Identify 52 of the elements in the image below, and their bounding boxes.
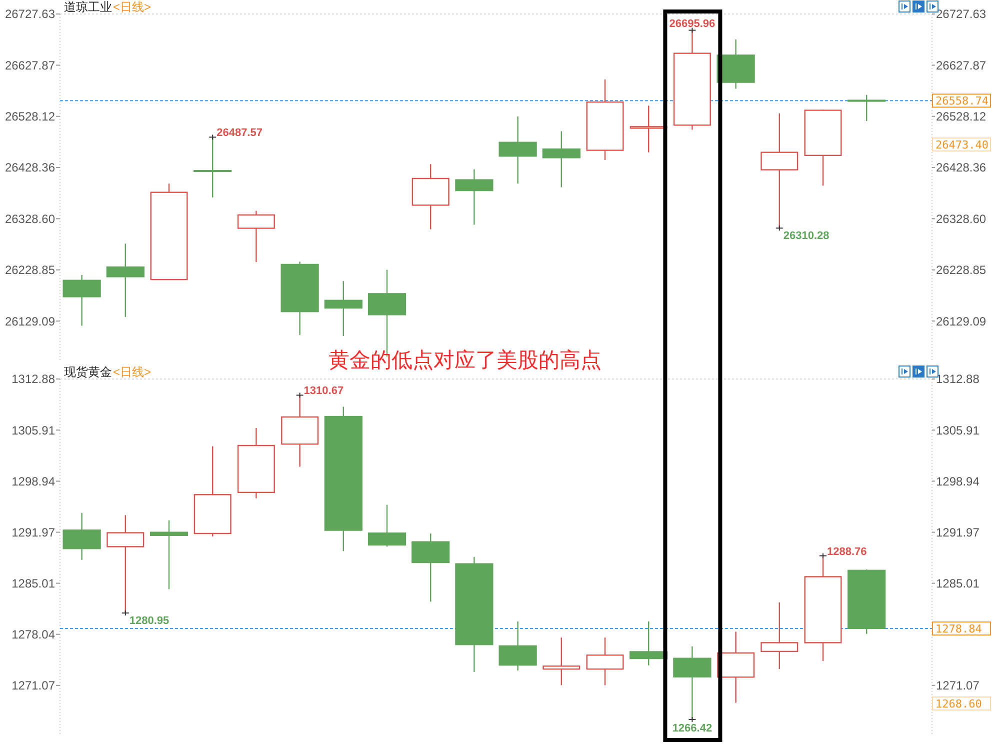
annotation: 26487.57 [216, 127, 262, 140]
ref-line-label: 26558.74 [932, 94, 991, 108]
extreme-label-low: 26310.28 [775, 225, 830, 242]
chart-subtitle: <日线> [113, 365, 152, 379]
ref-line-label: 1278.84 [932, 621, 991, 636]
extreme-label-high: 26695.96 [669, 18, 716, 34]
price-tag: 26473.40 [932, 137, 991, 152]
y2-tick-label: 1291.97 [936, 525, 980, 540]
y2-tick-label: 26328.60 [936, 212, 986, 226]
annotation: 26695.96 [669, 18, 716, 30]
y-tick-label: 1285.01 [12, 576, 56, 590]
y-tick-label: 1278.04 [12, 628, 56, 642]
y2-tick-label: 26129.09 [936, 314, 986, 328]
y-tick-label: 1305.91 [12, 423, 56, 438]
y2-tick-label: 1312.88 [936, 372, 980, 386]
y-tick-label: 26228.85 [4, 263, 56, 278]
y-tick-label: 26528.12 [4, 110, 56, 124]
y-tick-label: 1312.88 [12, 372, 56, 386]
annotation: 26310.28 [783, 230, 830, 242]
ref-line-label: 26558.74 [936, 94, 989, 108]
y2-tick-label: 1285.01 [936, 576, 980, 590]
annotation: 1280.95 [129, 614, 170, 627]
chart-title: 现货黄金 [64, 365, 112, 379]
chart-subtitle: <日线> [113, 0, 152, 14]
y2-tick-label: 26727.63 [936, 7, 986, 22]
y2-tick-label: 26627.87 [936, 58, 986, 72]
chart-title: 道琼工业 [64, 0, 112, 14]
extreme-label-low: 1280.95 [121, 610, 170, 627]
y-tick-label: 26727.63 [4, 7, 56, 22]
y-tick-label: 26328.60 [4, 212, 56, 226]
y-tick-label: 26129.09 [4, 314, 56, 328]
extreme-label-high: 26487.57 [208, 127, 262, 140]
annotation: 1288.76 [827, 546, 867, 558]
annotation: 1266.42 [672, 722, 712, 734]
y-tick-label: 26627.87 [4, 58, 56, 72]
y2-tick-label: 1305.91 [936, 423, 980, 438]
y-tick-label: 1298.94 [12, 474, 56, 488]
price-tag: 1268.60 [932, 696, 991, 710]
y2-tick-label: 26228.85 [936, 263, 986, 278]
y-tick-label: 1271.07 [12, 678, 56, 693]
extreme-label-high: 1310.67 [296, 385, 344, 398]
extreme-label-high: 1288.76 [819, 546, 867, 559]
annotation: 1310.67 [304, 385, 344, 398]
y2-tick-label: 26428.36 [936, 160, 986, 175]
y2-tick-label: 1271.07 [936, 678, 980, 693]
extreme-label-low: 1266.42 [672, 716, 712, 734]
note: 黄金的低点对应了美股的高点 [328, 349, 602, 372]
y-tick-label: 1291.97 [12, 525, 56, 540]
ref-line-label: 1278.84 [936, 622, 982, 636]
y2-tick-label: 26528.12 [936, 110, 986, 124]
y2-tick-label: 1298.94 [936, 474, 980, 488]
y-tick-label: 26428.36 [4, 160, 56, 175]
